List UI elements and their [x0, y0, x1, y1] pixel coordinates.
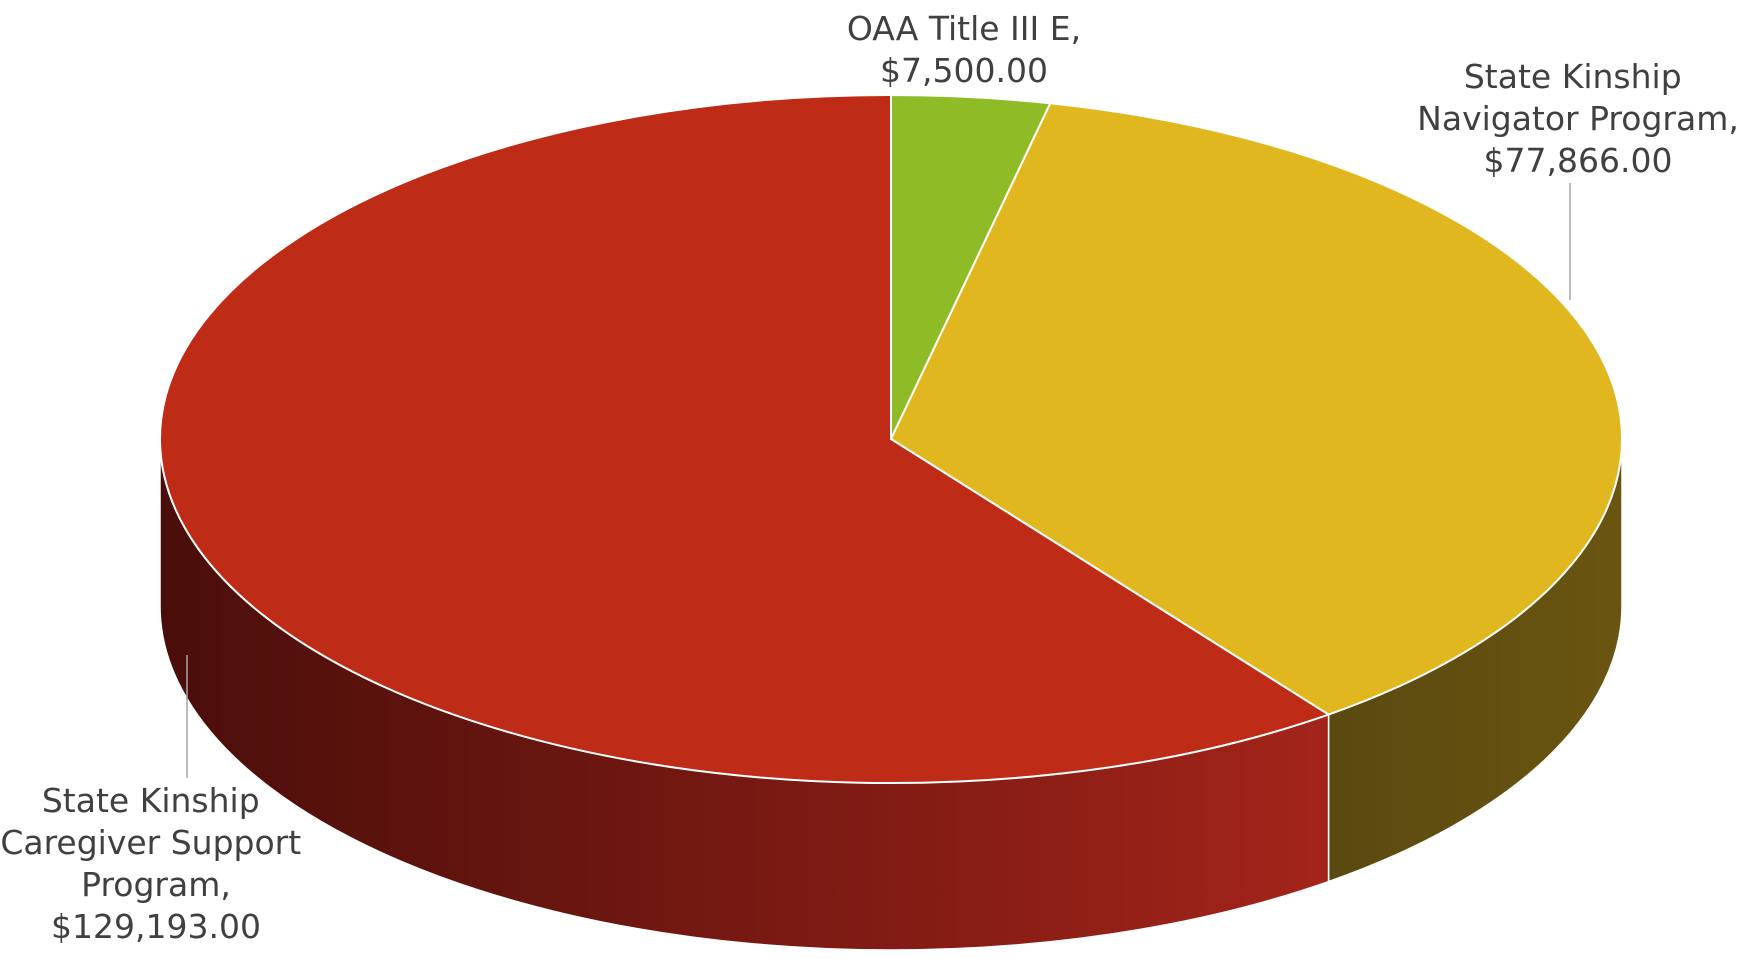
- label-line: State Kinship: [1464, 57, 1692, 96]
- value-label: $129,193.00: [51, 907, 261, 946]
- label-line: Navigator Program,: [1417, 99, 1739, 138]
- value-label: $77,866.00: [1484, 141, 1673, 180]
- category-label: State Kinship Caregiver Support Program,: [0, 781, 311, 904]
- label-line: Caregiver Support: [0, 823, 311, 862]
- slice: [889, 102, 1623, 716]
- category-label: State Kinship Navigator Program,: [1417, 57, 1739, 138]
- value-label: $7,500.00: [880, 51, 1048, 90]
- category-label: OAA Title III E,: [847, 9, 1081, 48]
- label-line: Program,: [81, 865, 231, 904]
- label-line: OAA Title III E,: [847, 9, 1081, 48]
- label-line: State Kinship: [42, 781, 270, 820]
- slice: [159, 93, 1331, 784]
